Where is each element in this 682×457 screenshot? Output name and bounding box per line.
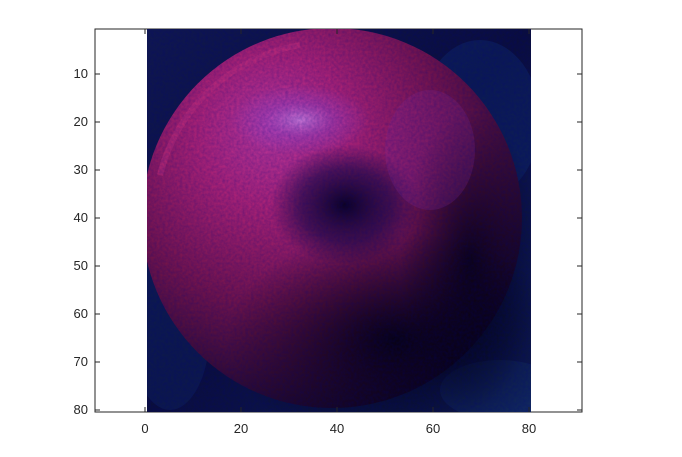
x-tick-label: 20 [234, 421, 248, 436]
y-tick-label: 80 [74, 402, 88, 417]
y-tick-label: 70 [74, 354, 88, 369]
y-tick-label: 10 [74, 66, 88, 81]
y-tick-label: 50 [74, 258, 88, 273]
y-tick-label: 40 [74, 210, 88, 225]
x-tick-labels: 0 20 40 60 80 [141, 421, 536, 436]
x-tick-label: 80 [522, 421, 536, 436]
y-tick-label: 60 [74, 306, 88, 321]
x-tick-label: 40 [330, 421, 344, 436]
y-tick-label: 20 [74, 114, 88, 129]
x-tick-label: 60 [426, 421, 440, 436]
x-tick-label: 0 [141, 421, 148, 436]
y-tick-labels: 10 20 30 40 50 60 70 80 [74, 66, 88, 417]
photo-image [130, 28, 565, 450]
y-tick-label: 30 [74, 162, 88, 177]
